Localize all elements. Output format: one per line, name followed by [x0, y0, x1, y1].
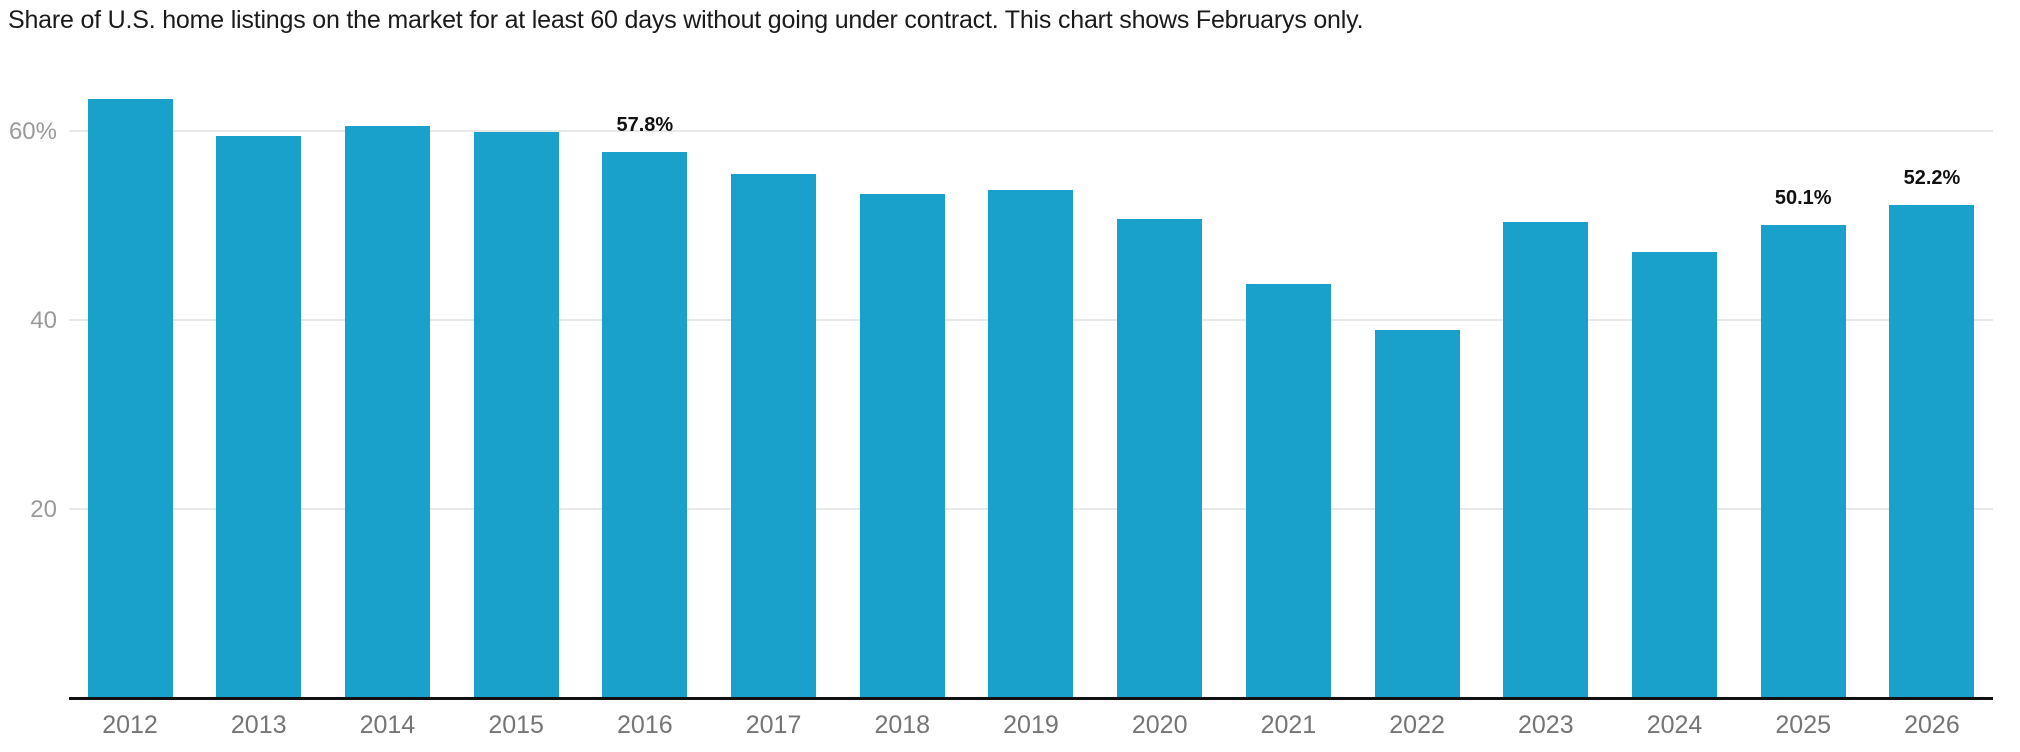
x-axis-line: [69, 697, 1993, 700]
bar-2012[interactable]: [87, 98, 173, 698]
x-axis-label-2014: 2014: [359, 711, 416, 739]
x-axis-label-2013: 2013: [230, 711, 287, 739]
x-axis-label-2015: 2015: [488, 711, 544, 739]
bar-2023[interactable]: [1503, 221, 1589, 698]
bar-value-label-2026: 52.2%: [1903, 166, 1961, 189]
x-axis-label-2022: 2022: [1389, 711, 1445, 739]
bar-value-label-2025: 50.1%: [1774, 186, 1832, 209]
x-axis-label-2019: 2019: [1003, 711, 1059, 739]
y-axis-tick-label: 40: [30, 307, 57, 334]
bar-2014[interactable]: [344, 126, 430, 698]
bar-2013[interactable]: [216, 135, 302, 698]
x-axis-label-2021: 2021: [1260, 711, 1317, 739]
chart-title: Share of U.S. home listings on the marke…: [8, 6, 1364, 34]
bar-2019[interactable]: [988, 189, 1074, 698]
bar-2024[interactable]: [1632, 251, 1718, 698]
bar-2018[interactable]: [859, 194, 945, 698]
x-axis-label-2026: 2026: [1904, 711, 1960, 739]
x-axis-label-2020: 2020: [1131, 711, 1188, 739]
bar-2020[interactable]: [1117, 218, 1203, 698]
bar-2016[interactable]: [602, 151, 688, 698]
x-axis-label-2018: 2018: [874, 711, 931, 739]
gridline: [69, 130, 1993, 132]
y-axis-tick-label: 20: [30, 496, 57, 523]
x-axis-label-2023: 2023: [1517, 711, 1574, 739]
bar-2026[interactable]: [1889, 204, 1975, 698]
bar-2015[interactable]: [473, 131, 559, 698]
bar-2022[interactable]: [1374, 330, 1460, 698]
x-axis-label-2024: 2024: [1646, 711, 1703, 739]
bar-2025[interactable]: [1760, 224, 1846, 698]
x-axis-label-2017: 2017: [745, 711, 802, 739]
bar-2021[interactable]: [1245, 284, 1331, 698]
x-axis-label-2016: 2016: [617, 711, 673, 739]
bar-2017[interactable]: [731, 173, 817, 698]
bar-value-label-2016: 57.8%: [616, 113, 674, 136]
y-axis-tick-label: 60%: [8, 118, 57, 145]
x-axis-label-2012: 2012: [102, 711, 158, 739]
x-axis-label-2025: 2025: [1775, 711, 1832, 739]
